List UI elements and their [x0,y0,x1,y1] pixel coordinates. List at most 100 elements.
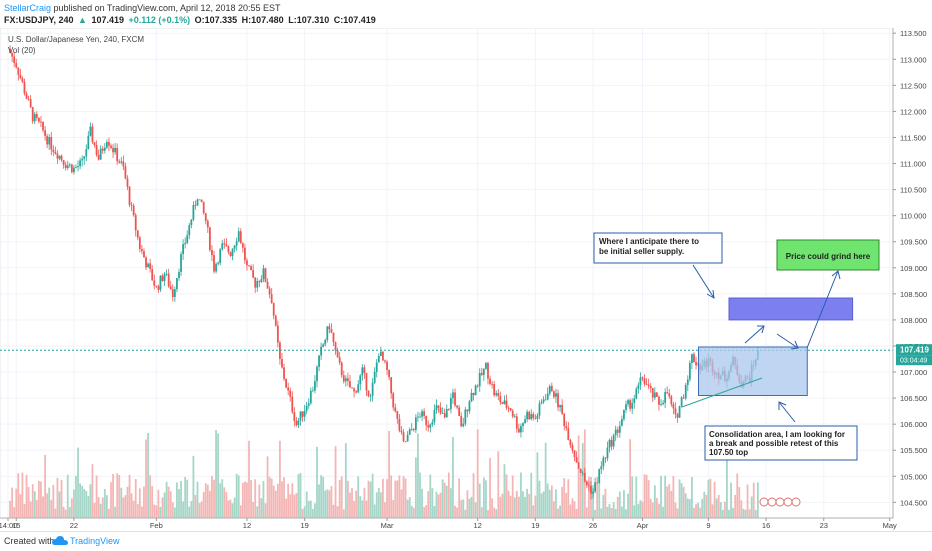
volume-bar [132,500,135,518]
candle-body [141,249,143,252]
volume-bar [756,482,759,518]
candle-body [594,482,596,492]
volume-bar [509,495,512,518]
candle-body [538,403,541,416]
price-tick-label: 111.500 [900,133,926,142]
supply-zone-box[interactable] [728,297,854,321]
trendline[interactable] [681,377,763,408]
volume-bar [528,494,531,518]
author-link[interactable]: StellarCraig [4,3,52,13]
candle-body [441,413,444,414]
volume-bar [19,494,22,518]
event-marker[interactable] [791,497,801,507]
volume-bar [151,486,154,518]
volume-bar [153,504,156,518]
volume-bar [670,490,673,518]
price-axis[interactable]: 113.500 113.000 112.500 112.000 111.500 111.0… [892,28,927,518]
volume-bar [227,500,230,518]
consolidation-callout[interactable] [704,425,858,461]
event-marker[interactable] [775,497,785,507]
candle-body [309,390,312,404]
volume-bar [489,457,491,518]
consolidation-zone-box[interactable] [698,346,808,396]
volume-bar [213,479,215,518]
grind-callout[interactable] [776,239,880,271]
candle-body [101,148,104,151]
candle-body [629,400,632,409]
volume-bar [744,509,747,518]
volume-bar [544,442,547,518]
volume-bar [713,481,716,518]
volume-bar [476,429,479,518]
volume-bar [118,475,121,518]
candle-body [583,472,586,482]
volume-bar [330,486,333,518]
volume-bar [534,495,537,518]
candle-body [287,387,290,391]
candle-body [56,153,59,159]
candle-body [60,155,63,160]
candle-body [132,205,135,216]
volume-bar [130,493,133,518]
candle-body [363,367,366,373]
symbol-label[interactable]: FX:USDJPY, 240 [4,15,74,25]
volume-bar [190,500,193,518]
volume-bar [62,506,65,518]
candle-body [402,432,405,442]
volume-bar [219,483,222,518]
candle-body [52,149,55,152]
candle-body [163,274,166,281]
volume-bar [388,430,390,518]
candle-body [13,56,16,64]
volume-bar [75,475,77,518]
candle-body [412,429,415,430]
volume-bar [754,509,757,518]
volume-bar [526,488,529,518]
candle-body [118,161,121,163]
volume-bar [717,494,720,518]
volume-bar [425,505,428,518]
volume-bar [616,496,619,518]
volume-bar [421,488,423,518]
candle-body [431,422,434,425]
candle-body [134,215,137,231]
volume-bar [64,509,67,518]
candle-body [606,447,609,459]
candle-body [443,413,446,418]
volume-bar [375,492,378,518]
candle-body [656,392,658,397]
last-price-tag [896,344,932,356]
candle-body [266,281,269,289]
candle-body [246,260,248,266]
candle-body [491,383,493,385]
supply-callout[interactable] [593,232,723,264]
candle-body [50,137,53,150]
candle-body [450,398,452,410]
volume-bar [281,481,283,518]
candle-body [433,410,436,423]
volume-bar [668,484,671,518]
arrow-up-to-supply [744,325,765,344]
volume-bar [695,504,697,518]
volume-bar [155,505,158,518]
volume-bar [365,500,368,518]
volume-bar [707,479,710,518]
event-marker[interactable] [783,497,793,507]
tradingview-brand[interactable]: TradingView [70,536,120,546]
volume-bar [342,509,345,518]
event-marker[interactable] [767,497,777,507]
volume-bar [371,473,374,518]
volume-bar [48,487,51,518]
countdown-tag-text: 03:04:49 [900,358,927,365]
price-chart[interactable]: Where I anticipate there to be initial s… [0,28,932,531]
event-marker[interactable] [759,497,769,507]
candle-body [575,457,578,463]
candle-body [505,400,508,408]
volume-bar [658,503,660,518]
candle-body [379,351,382,356]
candle-body [108,141,110,146]
economic-event-markers[interactable] [759,497,801,507]
volume-bar [73,489,75,518]
volume-bar [734,494,737,518]
